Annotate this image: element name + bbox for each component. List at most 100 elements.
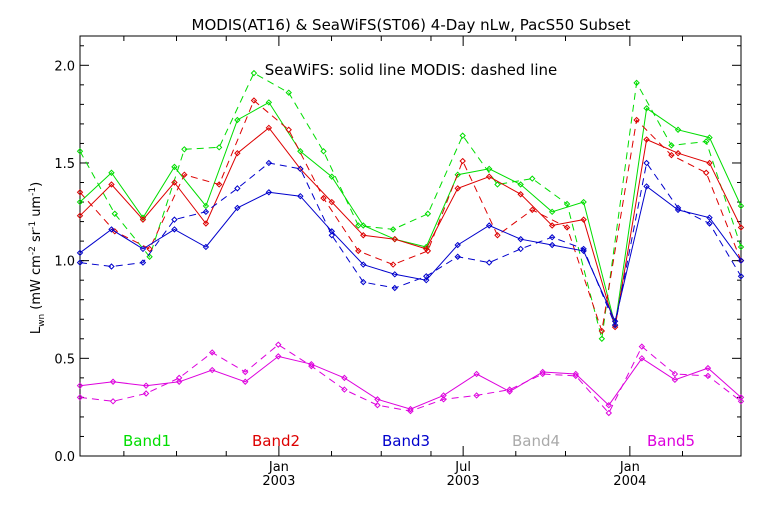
- data-point-band3-dashed: [360, 278, 367, 286]
- data-point-band3-solid: [454, 241, 461, 249]
- chart-title: MODIS(AT16) & SeaWiFS(ST06) 4-Day nLw, P…: [192, 16, 631, 34]
- y-tick-label: 0.5: [54, 352, 75, 367]
- data-point-band5-solid: [605, 402, 613, 409]
- data-point-band1-solid: [328, 173, 336, 180]
- data-point-band2-solid: [737, 224, 745, 231]
- y-axis-label: Lwn (mW cm-2 sr-1 um-1): [28, 182, 47, 334]
- series-line-band5-dashed: [79, 344, 742, 414]
- data-point-band5-solid: [407, 405, 414, 413]
- data-point-band5-dashed: [572, 372, 579, 380]
- data-point-band2-dashed: [181, 171, 188, 178]
- data-point-band2-solid: [706, 159, 713, 167]
- data-point-band5-solid: [341, 374, 348, 382]
- data-point-band1-dashed: [424, 210, 432, 217]
- data-point-band3-dashed: [139, 259, 147, 266]
- data-point-band5-dashed: [374, 402, 381, 409]
- y-axis-label-close: ): [29, 182, 44, 187]
- data-point-band2-dashed: [563, 224, 571, 231]
- data-point-band2-dashed: [389, 261, 397, 268]
- data-point-band1-solid: [171, 163, 178, 171]
- series-line-band2-solid: [79, 127, 742, 328]
- data-point-band3-solid: [202, 243, 210, 251]
- series-line-band1-dashed: [79, 72, 742, 339]
- data-point-band1-solid: [485, 165, 493, 173]
- data-point-band1-solid: [202, 202, 210, 210]
- data-point-band2-solid: [360, 232, 367, 239]
- data-point-band3-solid: [517, 235, 524, 243]
- data-point-band5-dashed: [175, 374, 183, 382]
- data-point-band5-dashed: [737, 398, 745, 405]
- data-point-band1-dashed: [494, 181, 501, 188]
- data-point-band1-dashed: [285, 89, 292, 96]
- data-point-band1-dashed: [633, 79, 640, 87]
- data-point-band1-dashed: [703, 138, 710, 145]
- data-point-band1-solid: [454, 171, 461, 178]
- legend-band5: Band5: [647, 432, 695, 450]
- data-point-band3-dashed: [423, 273, 430, 280]
- data-point-band5-dashed: [208, 349, 216, 356]
- data-point-band2-dashed: [633, 116, 640, 124]
- x-tick-label: Jan: [268, 460, 289, 475]
- data-point-band1-dashed: [529, 175, 536, 182]
- data-point-band3-dashed: [76, 259, 84, 266]
- data-point-band5-solid: [308, 360, 315, 368]
- data-point-band5-solid: [638, 355, 646, 362]
- data-point-band5-solid: [208, 366, 216, 374]
- data-point-band3-solid: [265, 189, 273, 196]
- y-axis-label-sup2: -1: [28, 221, 38, 230]
- data-point-band2-dashed: [320, 194, 327, 202]
- data-point-band3-solid: [391, 271, 398, 278]
- data-point-band3-dashed: [328, 232, 336, 239]
- legend-band1: Band1: [123, 432, 171, 450]
- data-point-band2-solid: [548, 222, 556, 229]
- legend-band2: Band2: [252, 432, 300, 450]
- data-point-band1-solid: [108, 169, 115, 176]
- data-point-band5-dashed: [308, 362, 315, 370]
- data-point-band5-dashed: [109, 398, 117, 405]
- data-point-band1-dashed: [389, 226, 397, 233]
- data-point-band3-solid: [706, 214, 713, 221]
- data-point-band1-dashed: [146, 253, 153, 260]
- data-point-band3-solid: [548, 241, 556, 249]
- data-point-band3-solid: [643, 183, 650, 190]
- data-point-band2-solid: [108, 181, 115, 188]
- data-point-band2-solid: [234, 150, 241, 157]
- data-point-band5-dashed: [638, 343, 646, 350]
- data-point-band3-dashed: [202, 208, 210, 216]
- data-point-band2-dashed: [250, 97, 258, 104]
- data-point-band5-solid: [671, 376, 679, 384]
- data-point-band5-solid: [473, 370, 480, 378]
- data-point-band1-dashed: [668, 142, 675, 149]
- data-point-band3-solid: [234, 204, 241, 212]
- data-point-band2-solid: [171, 179, 178, 186]
- data-point-band5-solid: [374, 396, 381, 403]
- data-point-band2-solid: [76, 212, 84, 219]
- data-point-band5-dashed: [473, 392, 480, 399]
- data-point-band2-solid: [328, 198, 336, 206]
- data-point-band1-solid: [643, 105, 650, 112]
- data-point-band5-solid: [175, 378, 183, 385]
- data-point-band5-dashed: [671, 370, 679, 378]
- y-axis-label-sup3: -1: [28, 187, 38, 196]
- data-point-band3-dashed: [548, 234, 556, 241]
- data-point-band1-solid: [76, 198, 84, 206]
- data-point-band1-solid: [234, 116, 241, 124]
- data-point-band2-solid: [517, 191, 524, 198]
- data-point-band2-solid: [674, 150, 682, 157]
- data-point-band3-dashed: [171, 216, 178, 223]
- data-point-band3-dashed: [485, 259, 493, 266]
- series-line-band3-dashed: [79, 161, 742, 327]
- x-tick-year: 2003: [447, 474, 480, 489]
- data-point-band2-dashed: [598, 327, 606, 335]
- data-point-band5-solid: [539, 368, 546, 376]
- data-point-band5-solid: [440, 392, 447, 399]
- x-tick-year: 2003: [262, 474, 295, 489]
- data-point-band1-dashed: [355, 222, 362, 229]
- data-point-band2-dashed: [146, 245, 153, 253]
- data-point-band2-dashed: [668, 151, 675, 159]
- data-point-band3-solid: [485, 222, 493, 229]
- data-point-band2-solid: [643, 136, 650, 143]
- data-point-band1-solid: [297, 148, 304, 155]
